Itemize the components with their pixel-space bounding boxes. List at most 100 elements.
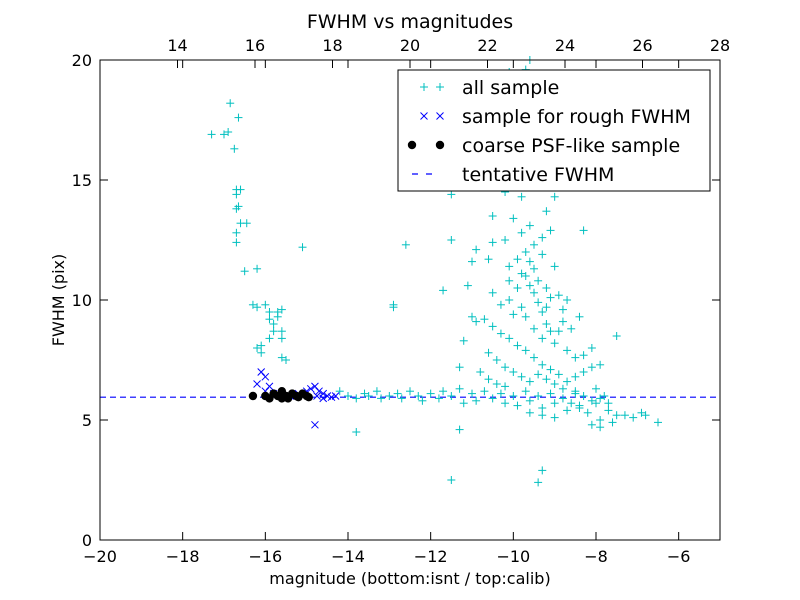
all-sample-point xyxy=(240,267,249,276)
all-sample-point xyxy=(234,113,243,122)
all-sample-point xyxy=(604,406,613,415)
all-sample-point xyxy=(534,478,543,487)
psf-like-series xyxy=(248,387,313,403)
all-sample-point xyxy=(224,128,233,136)
all-sample-point xyxy=(521,387,530,396)
all-sample-point xyxy=(530,353,538,362)
all-sample-point xyxy=(401,240,410,249)
all-sample-point xyxy=(480,387,489,396)
all-sample-point xyxy=(468,257,476,266)
psf-like-point xyxy=(277,394,287,403)
rough-fwhm-point xyxy=(319,394,328,403)
all-sample-point xyxy=(232,228,241,237)
all-sample-point xyxy=(253,303,262,312)
legend-item: sample for rough FWHM xyxy=(420,106,691,128)
all-sample-point xyxy=(232,190,241,199)
all-sample-point xyxy=(207,130,216,139)
all-sample-point xyxy=(439,286,448,295)
y-axis: 0 5 10 15 20 xyxy=(72,51,720,550)
all-sample-point xyxy=(265,315,274,324)
all-sample-point xyxy=(377,394,386,403)
all-sample-point xyxy=(587,396,596,405)
all-sample-point xyxy=(496,389,505,398)
all-sample-point xyxy=(505,276,514,285)
all-sample-point xyxy=(538,250,547,259)
all-sample-point xyxy=(509,392,518,400)
all-sample-point xyxy=(538,360,547,369)
rough-fwhm-point xyxy=(311,420,319,429)
all-sample-point xyxy=(600,392,609,400)
all-sample-point xyxy=(517,303,526,312)
legend-label: tentative FWHM xyxy=(462,164,614,186)
all-sample-point xyxy=(542,303,551,312)
all-sample-point xyxy=(596,416,605,424)
all-sample-point xyxy=(385,392,394,400)
all-sample-point xyxy=(571,372,580,381)
rough-fwhm-point xyxy=(261,372,270,381)
all-sample-point xyxy=(592,384,600,393)
all-sample-point xyxy=(550,192,559,201)
all-sample-point xyxy=(455,363,464,372)
all-sample-point xyxy=(641,411,650,420)
all-sample-point xyxy=(484,348,493,357)
all-sample-point xyxy=(282,356,290,364)
all-sample-point xyxy=(261,300,270,309)
all-sample-point xyxy=(488,288,497,297)
all-sample-point xyxy=(447,392,456,400)
all-sample-point xyxy=(253,264,262,273)
all-sample-point xyxy=(277,305,286,314)
all-sample-point xyxy=(364,392,373,400)
all-sample-point xyxy=(596,360,605,369)
all-sample-point xyxy=(472,396,481,405)
all-sample-point xyxy=(542,284,551,292)
y-axis-title: FWHM (pix) xyxy=(49,254,68,347)
all-sample-point xyxy=(558,384,567,393)
x-axis-title: magnitude (bottom:isnt / top:calib) xyxy=(269,569,550,588)
all-sample-point xyxy=(476,368,485,376)
all-sample-point xyxy=(579,351,588,360)
all-sample-point xyxy=(542,320,551,328)
all-sample-point xyxy=(538,308,547,316)
all-sample-point xyxy=(372,387,381,396)
top-x-axis: 14 16 18 20 22 24 26 28 xyxy=(167,36,730,68)
all-sample-point xyxy=(596,394,605,403)
y-tick-label: 0 xyxy=(82,531,92,550)
legend-item: all sample xyxy=(420,77,559,99)
all-sample-point xyxy=(612,332,621,340)
y-tick-label: 10 xyxy=(72,291,92,310)
all-sample-point xyxy=(546,389,555,398)
all-sample-point xyxy=(265,308,274,316)
all-sample-point xyxy=(558,317,567,326)
all-sample-point xyxy=(501,236,510,244)
all-sample-point xyxy=(534,276,543,285)
all-sample-point xyxy=(501,399,510,408)
top-tick-label: 28 xyxy=(710,36,730,55)
legend: all sample sample for rough FWHM coarse PS… xyxy=(397,69,711,192)
all-sample-point xyxy=(439,387,448,396)
all-sample-point xyxy=(575,404,584,412)
all-sample-point xyxy=(521,312,530,321)
legend-label: all sample xyxy=(462,77,559,99)
all-sample-point xyxy=(550,399,559,408)
all-sample-point xyxy=(558,305,567,314)
all-sample-point xyxy=(248,300,257,309)
all-sample-point xyxy=(575,312,584,321)
all-sample-point xyxy=(525,257,534,266)
all-sample-point xyxy=(579,226,588,235)
bottom-x-axis: −20 −18 −16 −14 −12 −10 −8 −6 xyxy=(83,60,690,566)
all-sample-point xyxy=(513,341,522,350)
all-sample-point xyxy=(496,300,505,309)
all-sample-point xyxy=(530,240,538,249)
all-sample-point xyxy=(459,336,468,345)
all-sample-point xyxy=(525,377,534,386)
bottom-tick-label: −8 xyxy=(584,547,608,566)
all-sample-point xyxy=(525,408,534,417)
bottom-tick-label: −16 xyxy=(248,547,282,566)
all-sample-point xyxy=(257,348,266,357)
all-sample-point xyxy=(563,406,572,415)
all-sample-point xyxy=(654,418,662,427)
all-sample-point xyxy=(550,413,559,422)
all-sample-point xyxy=(530,288,538,297)
all-sample-point xyxy=(538,233,547,242)
